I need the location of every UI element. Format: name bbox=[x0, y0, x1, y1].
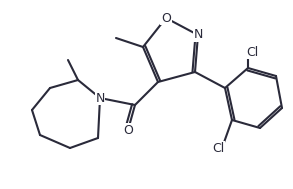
Text: Cl: Cl bbox=[212, 142, 224, 154]
Text: Cl: Cl bbox=[246, 46, 258, 59]
Text: N: N bbox=[193, 29, 203, 42]
Text: O: O bbox=[161, 12, 171, 25]
Text: N: N bbox=[95, 91, 105, 105]
Text: O: O bbox=[123, 123, 133, 136]
